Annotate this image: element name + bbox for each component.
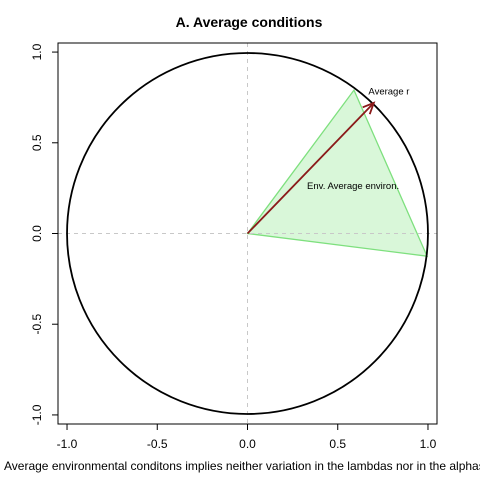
chart-title: A. Average conditions <box>176 14 323 30</box>
y-tick-label: -1.0 <box>30 404 44 425</box>
vector-arrowhead <box>362 101 376 115</box>
plot-area: Average r Env. Average environ. <box>58 43 437 424</box>
vector-shaft <box>246 102 375 235</box>
x-tick-label: -0.5 <box>147 437 168 451</box>
average-r-vector <box>246 101 376 235</box>
y-tick-label: -0.5 <box>30 314 44 335</box>
y-tick-label: 0.0 <box>30 225 44 242</box>
x-tick-label: 1.0 <box>420 437 437 451</box>
x-axis: -1.0 -0.5 0.0 0.5 1.0 <box>57 424 437 451</box>
x-tick-label: 0.0 <box>239 437 256 451</box>
x-tick-label: 0.5 <box>329 437 346 451</box>
y-tick-label: 0.5 <box>30 134 44 151</box>
x-axis-label: Average environmental conditons implies … <box>4 459 480 473</box>
annotation-average-r: Average r <box>368 87 409 98</box>
unit-circle <box>66 52 429 415</box>
y-tick-label: 1.0 <box>30 43 44 60</box>
x-tick-label: -1.0 <box>57 437 78 451</box>
annotation-env-average: Env. Average environ. <box>307 181 399 192</box>
feasibility-cone <box>246 88 429 257</box>
y-axis: -1.0 -0.5 0.0 0.5 1.0 <box>30 43 58 425</box>
